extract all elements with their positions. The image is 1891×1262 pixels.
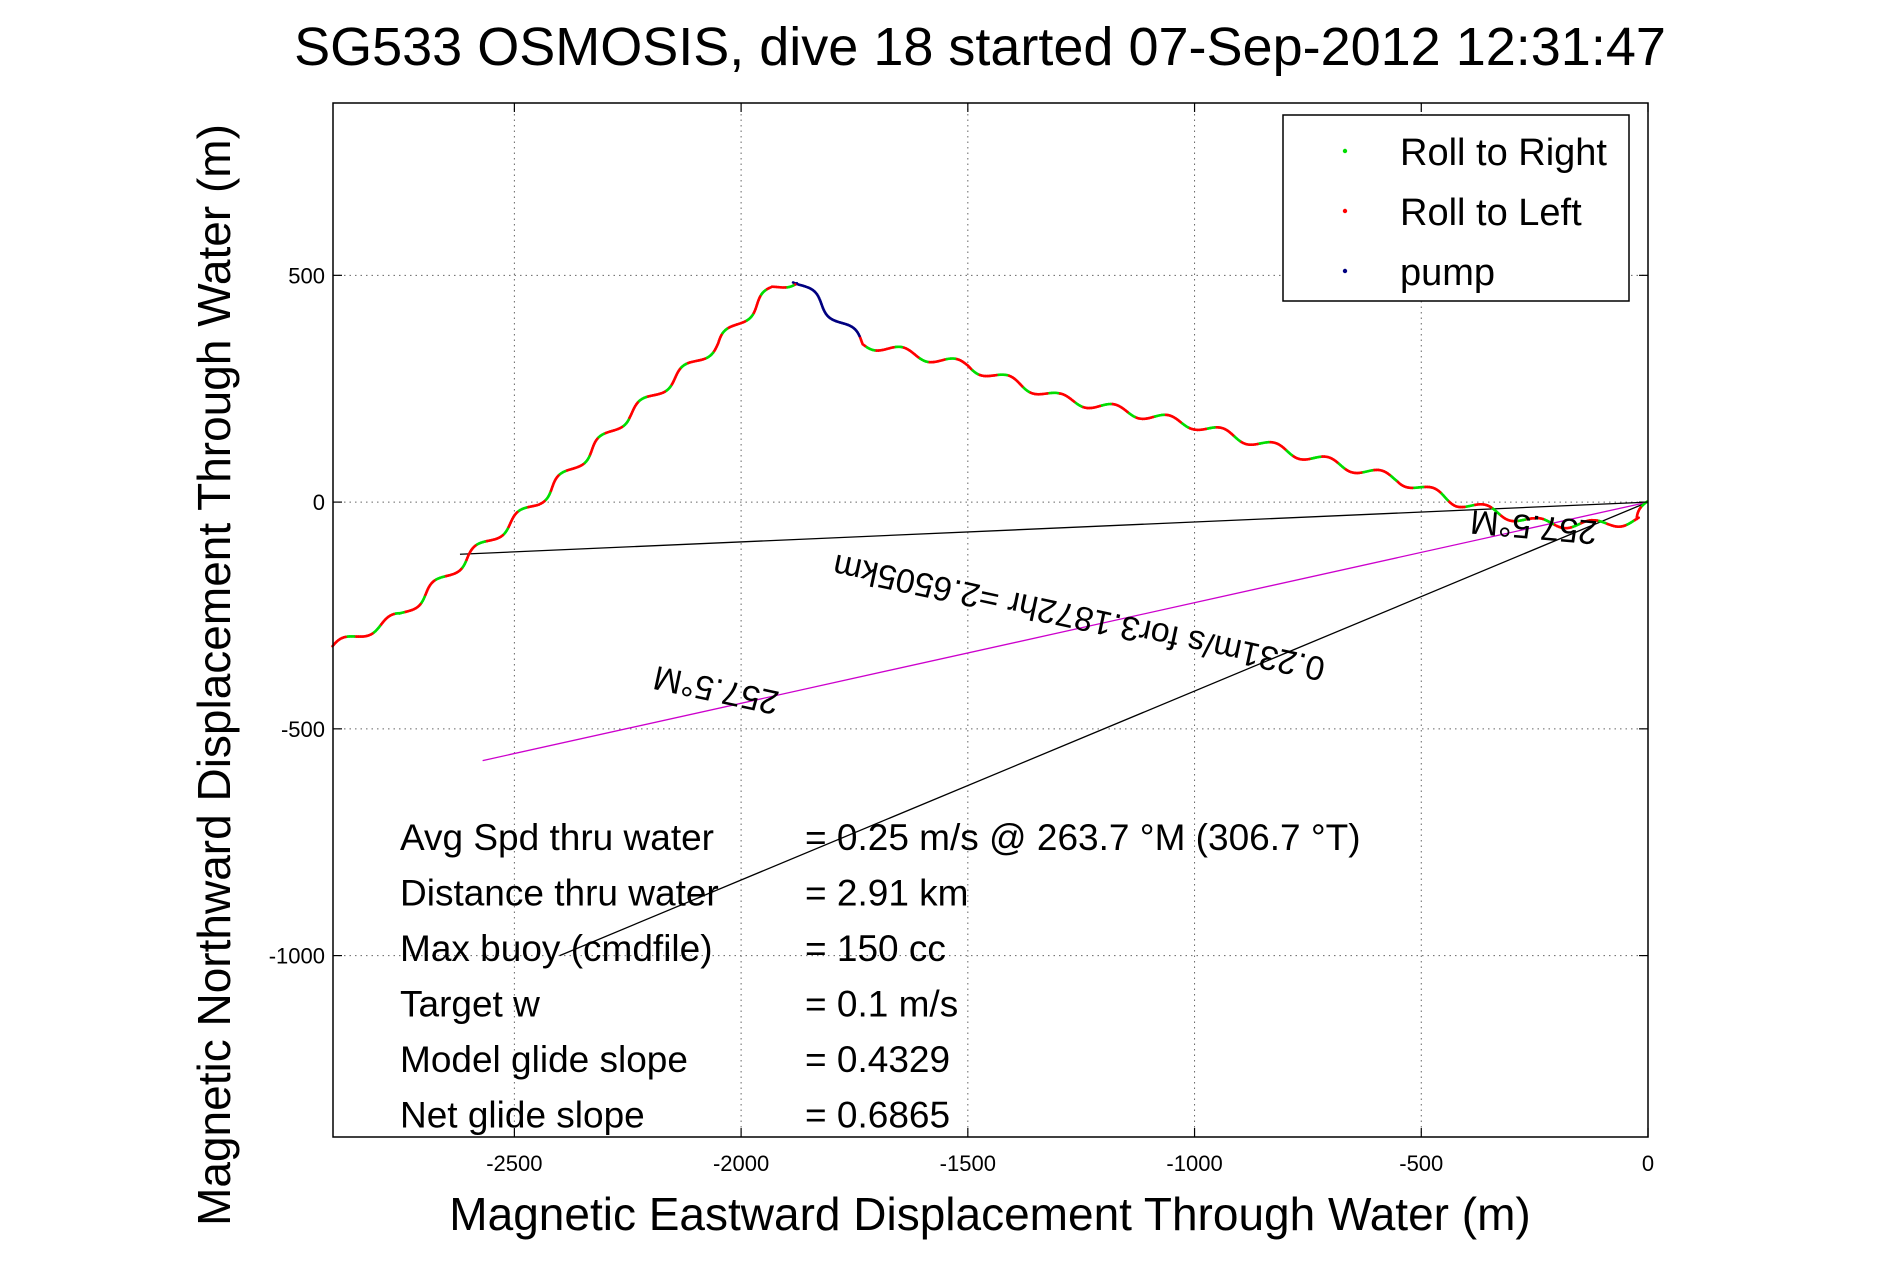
annotation-block: Avg Spd thru water = 0.25 m/s @ 263.7 °M … [400, 817, 1361, 1136]
legend-label: pump [1400, 252, 1495, 294]
x-tick-label: -1000 [1166, 1151, 1222, 1176]
annotation-value: = 0.4329 [805, 1039, 950, 1080]
legend: Roll to Right Roll to Left pump [1282, 114, 1630, 302]
axis-ticks: -2500 -2000 -1500 -1000 -500 0 -1000 -500 0 500 [269, 103, 1654, 1176]
x-tick-label: -2000 [713, 1151, 769, 1176]
annotation-value: = 150 cc [805, 928, 946, 969]
x-tick-label: -2500 [486, 1151, 542, 1176]
legend-marker [1342, 148, 1348, 154]
annotation-label: Net glide slope [400, 1095, 645, 1136]
annotation-label: Target w [400, 984, 540, 1025]
x-tick-label: 0 [1642, 1151, 1654, 1176]
y-tick-label: 0 [313, 490, 325, 515]
x-axis-label: Magnetic Eastward Displacement Through W… [449, 1188, 1530, 1240]
y-tick-label: -1000 [269, 944, 325, 969]
axes-frame [332, 102, 1649, 1138]
legend-marker [1342, 208, 1348, 214]
x-tick-label: -1500 [940, 1151, 996, 1176]
legend-label: Roll to Right [1400, 132, 1607, 174]
y-tick-label: -500 [281, 717, 325, 742]
annotation-value: = 0.1 m/s [805, 984, 958, 1025]
annotation-value: = 0.25 m/s @ 263.7 °M (306.7 °T) [805, 817, 1361, 858]
y-axis-label: Magnetic Northward Displacement Through … [188, 124, 240, 1226]
track-segment [791, 281, 797, 285]
y-tick-label: 500 [288, 263, 325, 288]
legend-box [1282, 114, 1630, 302]
reference-lines [459, 501, 1649, 957]
annotation-label: Distance thru water [400, 873, 719, 914]
annotation-value: = 0.6865 [805, 1095, 950, 1136]
annotation-label: Avg Spd thru water [400, 817, 714, 858]
annotation-value: = 2.91 km [805, 873, 969, 914]
reference-line [559, 501, 1649, 957]
reference-line [482, 501, 1649, 762]
reference-line [459, 501, 1649, 555]
chart-title: SG533 OSMOSIS, dive 18 started 07-Sep-20… [294, 17, 1666, 77]
annotation-label: Model glide slope [400, 1039, 688, 1080]
legend-label: Roll to Left [1400, 192, 1582, 234]
annotation-label: Max buoy (cmdfile) [400, 928, 713, 969]
legend-marker [1342, 268, 1348, 274]
x-tick-label: -500 [1399, 1151, 1443, 1176]
dive-track [331, 281, 1649, 648]
